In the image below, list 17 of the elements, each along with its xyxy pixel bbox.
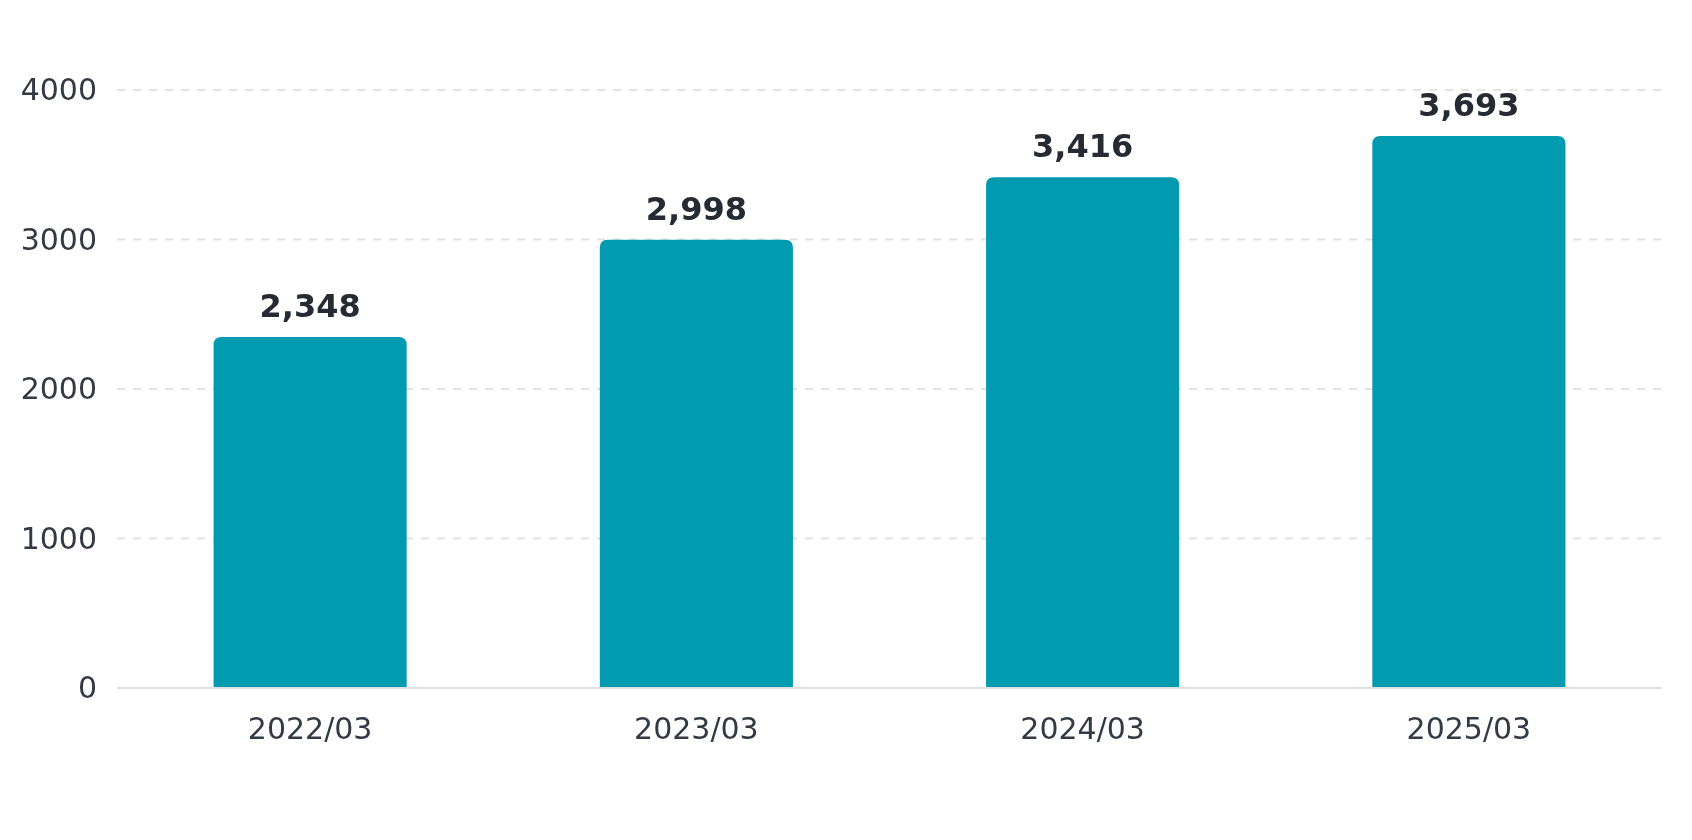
bar xyxy=(599,239,793,688)
bar xyxy=(1372,135,1566,688)
x-tick-label: 2022/03 xyxy=(247,711,373,747)
bar xyxy=(213,336,407,688)
data-label: 2,998 xyxy=(645,189,747,228)
y-tick-label: 4000 xyxy=(20,72,97,108)
x-tick-label: 2024/03 xyxy=(1020,711,1145,747)
y-tick-label: 1000 xyxy=(20,520,97,556)
y-tick-label: 2000 xyxy=(20,371,97,407)
x-tick-label: 2023/03 xyxy=(634,711,759,747)
x-tick-label: 2025/03 xyxy=(1406,711,1532,747)
data-label: 3,693 xyxy=(1418,85,1520,124)
bar xyxy=(986,177,1180,688)
data-label: 2,348 xyxy=(259,286,361,325)
y-tick-label: 0 xyxy=(77,670,97,706)
y-tick-label: 3000 xyxy=(20,221,97,257)
data-label: 3,416 xyxy=(1032,127,1134,166)
